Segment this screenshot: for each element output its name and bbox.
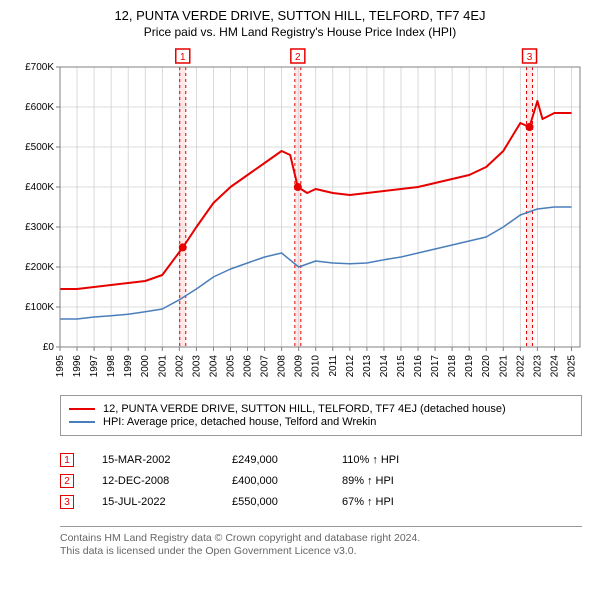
event-hpi-pct: 110% <box>342 454 369 466</box>
footer-line: Contains HM Land Registry data © Crown c… <box>60 532 582 544</box>
svg-text:2019: 2019 <box>464 355 475 378</box>
svg-text:2002: 2002 <box>174 355 185 378</box>
event-date: 12-DEC-2008 <box>102 475 232 487</box>
page-title: 12, PUNTA VERDE DRIVE, SUTTON HILL, TELF… <box>12 8 588 23</box>
event-number: 1 <box>64 455 70 466</box>
event-price: £400,000 <box>232 475 342 487</box>
legend-item-property: 12, PUNTA VERDE DRIVE, SUTTON HILL, TELF… <box>69 403 573 415</box>
svg-text:2013: 2013 <box>362 355 373 378</box>
svg-text:2020: 2020 <box>481 355 492 378</box>
event-hpi: 67% ↑ HPI <box>342 496 394 508</box>
footer-attribution: Contains HM Land Registry data © Crown c… <box>60 526 582 558</box>
svg-text:1995: 1995 <box>55 355 66 378</box>
legend-label: HPI: Average price, detached house, Telf… <box>103 416 376 428</box>
event-hpi-pct: 89% <box>342 475 364 487</box>
footer-line: This data is licensed under the Open Gov… <box>60 545 582 557</box>
event-date: 15-JUL-2022 <box>102 496 232 508</box>
event-number: 3 <box>64 497 70 508</box>
svg-text:£500K: £500K <box>25 142 54 153</box>
legend: 12, PUNTA VERDE DRIVE, SUTTON HILL, TELF… <box>60 395 582 436</box>
legend-swatch <box>69 421 95 423</box>
svg-text:2007: 2007 <box>260 355 271 378</box>
svg-text:£600K: £600K <box>25 102 54 113</box>
svg-text:£300K: £300K <box>25 222 54 233</box>
legend-item-hpi: HPI: Average price, detached house, Telf… <box>69 416 573 428</box>
svg-text:2014: 2014 <box>379 355 390 378</box>
svg-text:2023: 2023 <box>532 355 543 378</box>
page-subtitle: Price paid vs. HM Land Registry's House … <box>12 25 588 39</box>
event-row: 1 15-MAR-2002 £249,000 110% ↑ HPI <box>60 453 582 467</box>
svg-text:2004: 2004 <box>208 355 219 378</box>
svg-text:2010: 2010 <box>311 355 322 378</box>
svg-text:2025: 2025 <box>566 355 577 378</box>
svg-text:2006: 2006 <box>243 355 254 378</box>
svg-text:2022: 2022 <box>515 355 526 378</box>
event-price: £249,000 <box>232 454 342 466</box>
price-chart: £0 £100K £200K £300K £400K £500K £600K £700K 199… <box>12 45 588 385</box>
event-hpi-pct: 67% <box>342 496 364 508</box>
svg-text:3: 3 <box>527 52 533 63</box>
svg-text:2011: 2011 <box>328 355 339 377</box>
event-hpi-label: HPI <box>381 454 399 466</box>
arrow-up-icon: ↑ <box>367 496 373 508</box>
event-hpi-label: HPI <box>376 475 394 487</box>
svg-text:£100K: £100K <box>25 302 54 313</box>
svg-text:1996: 1996 <box>72 355 83 378</box>
svg-text:£0: £0 <box>43 342 55 353</box>
svg-text:2024: 2024 <box>549 355 560 378</box>
event-row: 3 15-JUL-2022 £550,000 67% ↑ HPI <box>60 495 582 509</box>
event-marker-icon: 3 <box>60 495 74 509</box>
legend-label: 12, PUNTA VERDE DRIVE, SUTTON HILL, TELF… <box>103 403 506 415</box>
svg-text:£200K: £200K <box>25 262 54 273</box>
svg-text:2012: 2012 <box>345 355 356 378</box>
svg-text:1: 1 <box>180 52 186 63</box>
svg-text:2018: 2018 <box>447 355 458 378</box>
svg-text:1999: 1999 <box>123 355 134 378</box>
event-price: £550,000 <box>232 496 342 508</box>
arrow-up-icon: ↑ <box>367 475 373 487</box>
svg-text:£700K: £700K <box>25 62 54 73</box>
svg-text:2016: 2016 <box>413 355 424 378</box>
svg-text:2000: 2000 <box>140 355 151 378</box>
event-number: 2 <box>64 476 70 487</box>
svg-text:£400K: £400K <box>25 182 54 193</box>
svg-text:2021: 2021 <box>498 355 509 378</box>
svg-text:2008: 2008 <box>277 355 288 378</box>
svg-text:1997: 1997 <box>89 355 100 378</box>
event-row: 2 12-DEC-2008 £400,000 89% ↑ HPI <box>60 474 582 488</box>
event-date: 15-MAR-2002 <box>102 454 232 466</box>
event-hpi: 110% ↑ HPI <box>342 454 399 466</box>
svg-text:2009: 2009 <box>294 355 305 378</box>
events-table: 1 15-MAR-2002 £249,000 110% ↑ HPI 2 12-D… <box>60 446 582 516</box>
svg-text:2015: 2015 <box>396 355 407 378</box>
event-marker-icon: 1 <box>60 453 74 467</box>
svg-text:2: 2 <box>295 52 301 63</box>
svg-text:2005: 2005 <box>225 355 236 378</box>
arrow-up-icon: ↑ <box>372 454 378 466</box>
event-hpi-label: HPI <box>376 496 394 508</box>
svg-text:2003: 2003 <box>191 355 202 378</box>
svg-text:2017: 2017 <box>430 355 441 378</box>
event-hpi: 89% ↑ HPI <box>342 475 394 487</box>
event-marker-icon: 2 <box>60 474 74 488</box>
svg-text:2001: 2001 <box>157 355 168 378</box>
legend-swatch <box>69 408 95 410</box>
svg-text:1998: 1998 <box>106 355 117 378</box>
